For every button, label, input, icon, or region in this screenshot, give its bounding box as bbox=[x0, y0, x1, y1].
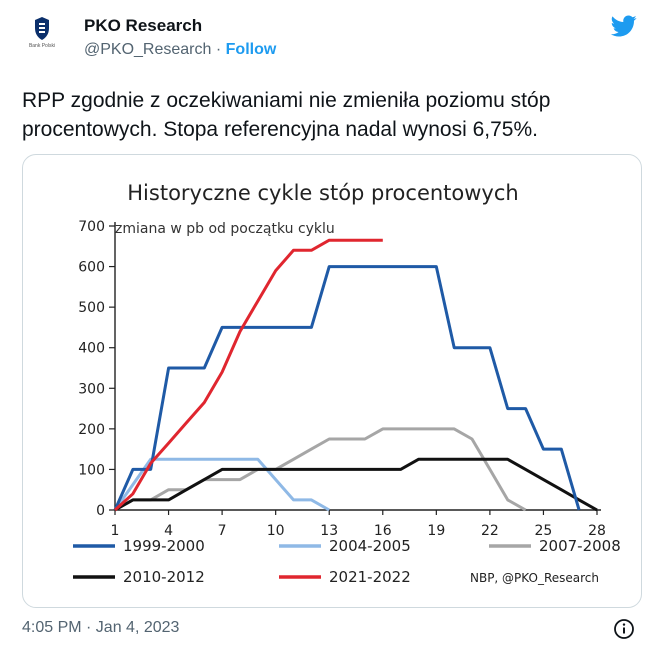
x-tick-label: 28 bbox=[588, 523, 606, 539]
x-tick-label: 7 bbox=[218, 523, 227, 539]
x-tick-label: 22 bbox=[481, 523, 499, 539]
legend-label: 2010-2012 bbox=[123, 568, 205, 586]
x-tick-label: 19 bbox=[427, 523, 445, 539]
x-tick-label: 10 bbox=[267, 523, 285, 539]
x-tick-label: 1 bbox=[111, 523, 120, 539]
pko-logo-icon[interactable] bbox=[22, 14, 62, 54]
y-tick-label: 600 bbox=[78, 260, 105, 276]
chart-image[interactable]: Historyczne cykle stóp procentowych zmia… bbox=[22, 154, 642, 608]
series-line-2021-2022 bbox=[113, 238, 383, 512]
y-tick-label: 100 bbox=[78, 462, 105, 478]
chart-source: NBP, @PKO_Research bbox=[470, 571, 599, 585]
chart-ylabel: zmiana w pb od początku cyklu bbox=[115, 221, 335, 237]
twitter-bird-icon[interactable] bbox=[609, 13, 639, 39]
display-name[interactable]: PKO Research bbox=[84, 16, 203, 35]
handle-separator: · bbox=[215, 41, 222, 58]
x-tick-label: 4 bbox=[164, 523, 173, 539]
legend-label: 2004-2005 bbox=[329, 537, 411, 555]
handle[interactable]: @PKO_Research bbox=[84, 41, 212, 58]
y-tick-label: 500 bbox=[78, 300, 105, 316]
x-tick-label: 25 bbox=[535, 523, 553, 539]
follow-button[interactable]: Follow bbox=[225, 41, 277, 58]
legend-label: 2007-2008 bbox=[539, 537, 621, 555]
legend-label: 2021-2022 bbox=[329, 568, 411, 586]
series-line-2004-2005 bbox=[113, 457, 330, 512]
y-tick-label: 700 bbox=[78, 219, 105, 235]
info-icon[interactable] bbox=[613, 618, 635, 640]
avatar-caption: Bank Polski bbox=[28, 43, 56, 49]
tweet-timestamp[interactable]: 4:05 PM · Jan 4, 2023 bbox=[22, 619, 180, 636]
y-tick-label: 300 bbox=[78, 381, 105, 397]
tweet-text: RPP zgodnie z oczekiwaniami nie zmieniła… bbox=[22, 89, 551, 141]
x-tick-label: 13 bbox=[320, 523, 338, 539]
rates-chart: Historyczne cykle stóp procentowych zmia… bbox=[73, 181, 621, 586]
series-line-2010-2012 bbox=[114, 457, 598, 512]
y-tick-label: 200 bbox=[78, 422, 105, 438]
x-tick-label: 16 bbox=[374, 523, 392, 539]
handle-line: @PKO_Research · Follow bbox=[84, 41, 276, 59]
chart-title: Historyczne cykle stóp procentowych bbox=[127, 181, 518, 205]
series-line-1999-2000 bbox=[113, 265, 581, 511]
y-tick-label: 0 bbox=[96, 503, 105, 519]
y-tick-label: 400 bbox=[78, 341, 105, 357]
legend-label: 1999-2000 bbox=[123, 537, 205, 555]
